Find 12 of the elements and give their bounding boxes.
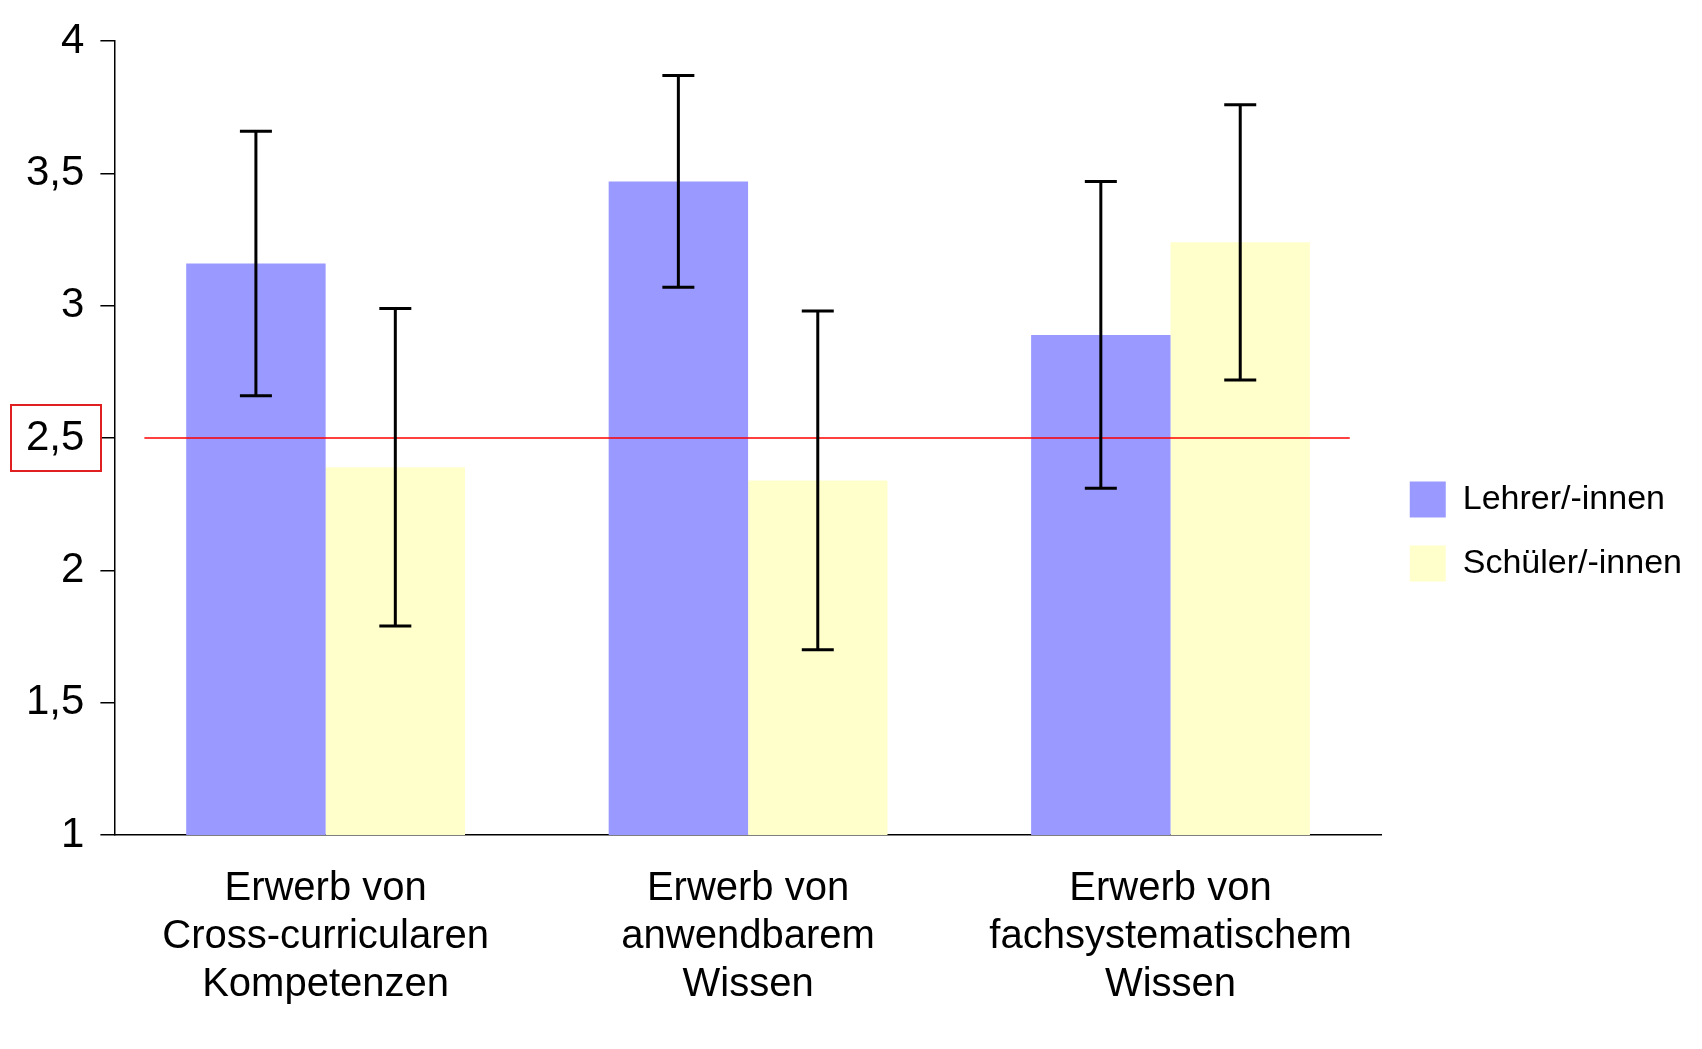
y-tick-label: 3 bbox=[61, 279, 85, 327]
y-tick-label: 2 bbox=[61, 543, 85, 591]
y-tick-label: 2,5 bbox=[26, 411, 85, 459]
y-tick-label: 3,5 bbox=[26, 147, 85, 195]
y-tick-label: 1 bbox=[61, 808, 85, 856]
x-tick-label: Erwerb von anwendbarem Wissen bbox=[621, 864, 875, 1005]
x-tick-label: Erwerb von fachsystematischem Wissen bbox=[989, 864, 1352, 1005]
legend-label: Lehrer/-innen bbox=[1462, 477, 1666, 516]
y-tick-label: 1,5 bbox=[26, 676, 85, 724]
legend-label: Schüler/-innen bbox=[1462, 541, 1683, 580]
x-tick-label: Erwerb von Cross-curricularen Kompetenzen bbox=[162, 864, 489, 1005]
y-tick-label: 4 bbox=[61, 14, 85, 62]
